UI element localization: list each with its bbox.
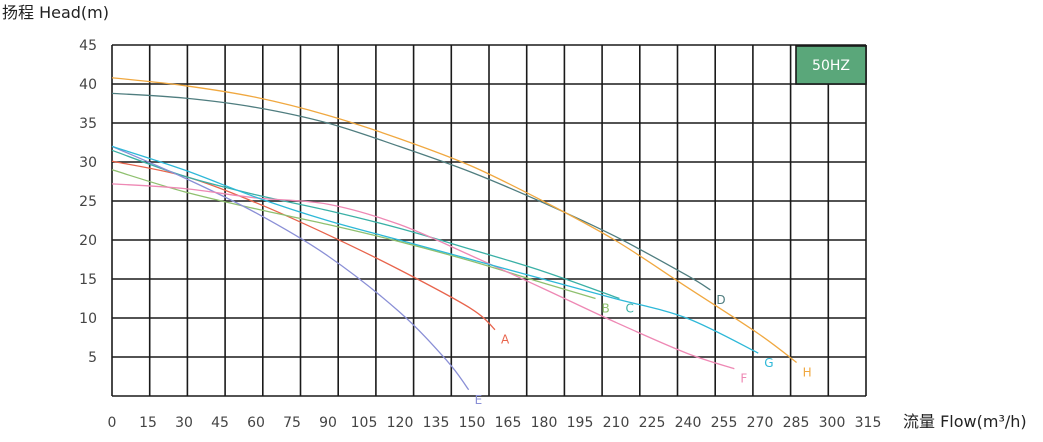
y-tick-label: 45 [79, 38, 97, 54]
y-tick-label: 30 [79, 155, 97, 171]
x-tick-label: 45 [211, 415, 229, 431]
curve-c [111, 149, 620, 300]
chart-grid [111, 44, 867, 397]
curve-g [111, 145, 759, 354]
x-tick-label: 75 [283, 415, 301, 431]
x-tick-label: 225 [639, 415, 666, 431]
frequency-badge-label: 50HZ [812, 58, 850, 74]
x-tick-label: 0 [108, 415, 117, 431]
chart-curve-labels: A B C D E F G H [475, 293, 812, 407]
y-tick-label: 5 [88, 350, 97, 366]
x-tick-label: 120 [387, 415, 414, 431]
x-tick-label: 105 [351, 415, 378, 431]
curve-a [111, 160, 496, 331]
y-tick-label: 10 [79, 311, 97, 327]
x-tick-label: 210 [603, 415, 630, 431]
y-tick-label: 35 [79, 116, 97, 132]
curve-d [111, 92, 711, 291]
x-tick-label: 135 [423, 415, 450, 431]
curve-label-h: H [803, 365, 812, 379]
y-tick-label: 25 [79, 194, 97, 210]
x-tick-label: 30 [175, 415, 193, 431]
curve-label-c: C [625, 302, 633, 316]
y-tick-label: 40 [79, 77, 97, 93]
chart-curves [111, 77, 797, 391]
x-tick-label: 315 [855, 415, 882, 431]
x-tick-label: 240 [675, 415, 702, 431]
curve-label-e: E [475, 393, 483, 407]
curve-b [111, 169, 596, 300]
curve-label-f: F [740, 372, 747, 386]
curve-e [111, 145, 470, 391]
x-tick-label: 60 [247, 415, 265, 431]
x-axis-title: 流量 Flow(m³/h) [903, 412, 1027, 431]
y-tick-label: 15 [79, 272, 97, 288]
curve-label-a: A [501, 333, 510, 347]
x-tick-label: 195 [567, 415, 594, 431]
curve-f [111, 183, 735, 370]
x-tick-label: 270 [747, 415, 774, 431]
y-axis-ticks: 5 10 15 20 25 30 35 40 45 [79, 38, 97, 366]
x-tick-label: 150 [459, 415, 486, 431]
x-axis-ticks: 0 15 30 45 60 75 90 105 120 135 150 165 180 195 210 225… [108, 415, 882, 431]
frequency-badge: 50HZ [795, 45, 867, 85]
y-axis-title: 扬程 Head(m) [2, 3, 109, 22]
y-tick-label: 20 [79, 233, 97, 249]
curve-label-b: B [602, 302, 610, 316]
x-tick-label: 300 [819, 415, 846, 431]
frequency-badge-box [795, 45, 867, 85]
curve-label-d: D [716, 293, 725, 307]
curve-label-g: G [764, 356, 773, 370]
x-tick-label: 255 [711, 415, 738, 431]
x-tick-label: 90 [319, 415, 337, 431]
curve-h [111, 77, 797, 363]
x-tick-label: 180 [531, 415, 558, 431]
x-tick-label: 15 [139, 415, 157, 431]
x-tick-label: 165 [495, 415, 522, 431]
x-tick-label: 285 [783, 415, 810, 431]
